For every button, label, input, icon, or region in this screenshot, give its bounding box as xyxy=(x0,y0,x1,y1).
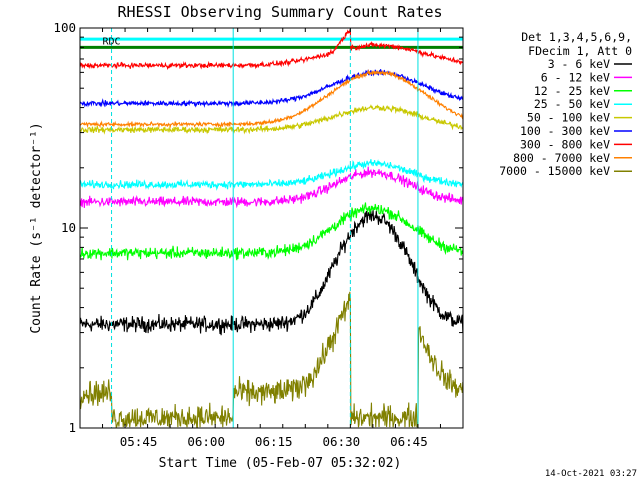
series-line-8 xyxy=(80,291,463,428)
legend: Det 1,3,4,5,6,9,FDecim 1, Att 03 - 6 keV… xyxy=(499,30,632,178)
legend-label: 6 - 12 keV xyxy=(541,70,610,84)
timestamp: 14-Oct-2021 03:27 xyxy=(545,469,637,479)
series-line-5 xyxy=(80,69,463,109)
plot-border xyxy=(79,27,464,429)
legend-header: Det 1,3,4,5,6,9, xyxy=(521,30,632,44)
series-line-7 xyxy=(80,69,463,129)
series-line-2 xyxy=(80,202,463,261)
legend-label: 25 - 50 keV xyxy=(534,97,610,111)
series-line-1 xyxy=(80,166,463,209)
x-tick-label: 06:00 xyxy=(187,434,225,449)
legend-label: 800 - 7000 keV xyxy=(513,151,610,165)
y-tick-label: 100 xyxy=(53,20,76,35)
legend-label: 7000 - 15000 keV xyxy=(499,164,610,178)
x-tick-label: 06:30 xyxy=(323,434,361,449)
x-tick-label: 06:15 xyxy=(255,434,293,449)
legend-label: 3 - 6 keV xyxy=(548,57,610,71)
series-line-0 xyxy=(80,209,463,336)
series-line-6 xyxy=(80,28,463,71)
legend-header: FDecim 1, Att 0 xyxy=(528,44,632,58)
annotation-rdc: RDC xyxy=(103,36,121,47)
legend-label: 100 - 300 keV xyxy=(520,124,610,138)
series-line-3 xyxy=(80,159,463,191)
x-tick-label: 06:45 xyxy=(390,434,428,449)
plot-area: RDC 05:45 06:00 06:15 06:30 06:45 1 10 100 xyxy=(53,20,464,449)
series-line-4 xyxy=(80,104,463,135)
legend-label: 12 - 25 keV xyxy=(534,84,610,98)
y-tick-label: 1 xyxy=(68,420,76,435)
x-tick-label: 05:45 xyxy=(120,434,158,449)
chart-title: RHESSI Observing Summary Count Rates xyxy=(117,3,442,21)
y-axis-label: Count Rate (s⁻¹ detector⁻¹) xyxy=(29,122,44,333)
legend-label: 300 - 800 keV xyxy=(520,137,610,151)
plot-frame xyxy=(79,27,464,429)
y-tick-label: 10 xyxy=(61,220,76,235)
legend-label: 50 - 100 keV xyxy=(527,111,610,125)
x-axis-label: Start Time (05-Feb-07 05:32:02) xyxy=(159,456,402,471)
